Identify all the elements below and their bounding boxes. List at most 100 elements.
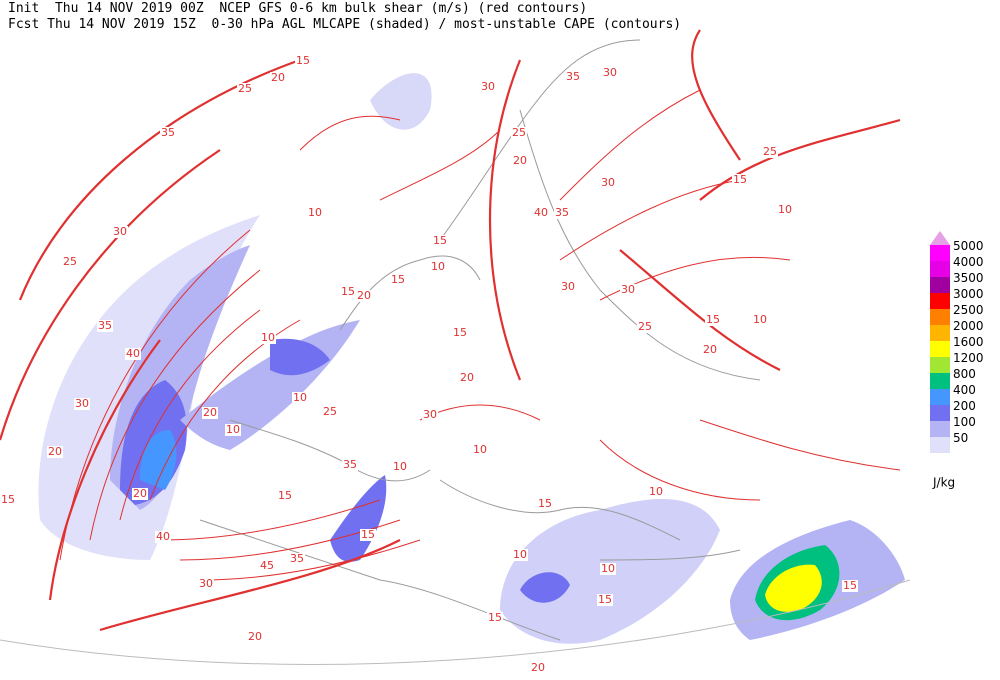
contour-label: 15 — [361, 528, 375, 541]
label-bg — [487, 612, 503, 624]
contour-label: 35 — [161, 126, 175, 139]
shear-contour — [59, 89, 901, 581]
label-bg — [480, 81, 496, 93]
contour-label: 30 — [199, 577, 213, 590]
contour-label: 30 — [423, 408, 437, 421]
contour-label: 35 — [555, 206, 569, 219]
label-bg — [560, 281, 576, 293]
label-bg — [597, 594, 613, 606]
label-bg — [752, 314, 768, 326]
map-area — [0, 29, 911, 665]
contour-label: 20 — [271, 71, 285, 84]
legend-unit: J/kg — [932, 476, 955, 490]
legend-swatch — [930, 373, 950, 389]
label-bg — [705, 314, 721, 326]
legend-label: 4000 — [953, 255, 984, 269]
contour-label: 15 — [733, 173, 747, 186]
contour-label: 20 — [203, 406, 217, 419]
contour-label: 15 — [538, 497, 552, 510]
contour-label: 30 — [481, 80, 495, 93]
legend-swatch — [930, 293, 950, 309]
legend-label: 50 — [953, 431, 968, 445]
label-bg — [637, 321, 653, 333]
legend-swatch — [930, 277, 950, 293]
label-bg — [777, 204, 793, 216]
contour-label: 15 — [296, 54, 310, 67]
contour-label: 15 — [278, 489, 292, 502]
label-bg — [554, 207, 570, 219]
contour-label: 10 — [308, 206, 322, 219]
contour-label: 25 — [512, 126, 526, 139]
contour-label: 10 — [261, 331, 275, 344]
header-line: Init Thu 14 NOV 2019 00Z NCEP GFS 0-6 km… — [8, 1, 587, 16]
legend-swatch — [930, 357, 950, 373]
label-bg — [47, 446, 63, 458]
legend-label: 200 — [953, 399, 976, 413]
label-bg — [155, 531, 171, 543]
label-bg — [602, 67, 618, 79]
legend-label: 400 — [953, 383, 976, 397]
label-bg — [512, 549, 528, 561]
label-bg — [160, 127, 176, 139]
contour-label: 30 — [601, 176, 615, 189]
cape-shade — [140, 430, 177, 490]
contour-label: 35 — [290, 552, 304, 565]
contour-label: 10 — [293, 391, 307, 404]
contour-label: 15 — [341, 285, 355, 298]
legend-label: 800 — [953, 367, 976, 381]
contour-label: 20 — [48, 445, 62, 458]
contour-label: 10 — [473, 443, 487, 456]
contour-label: 15 — [488, 611, 502, 624]
label-bg — [432, 235, 448, 247]
contour-label: 15 — [453, 326, 467, 339]
contour-label: 15 — [843, 579, 857, 592]
contour-label: 35 — [343, 458, 357, 471]
label-bg — [259, 560, 275, 572]
label-bg — [97, 320, 113, 332]
label-bg — [237, 83, 253, 95]
label-bg — [459, 372, 475, 384]
label-bg — [702, 344, 718, 356]
label-bg — [452, 327, 468, 339]
legend-label: 3000 — [953, 287, 984, 301]
contour-label: 30 — [621, 283, 635, 296]
label-bg — [292, 392, 308, 404]
label-bg — [225, 424, 241, 436]
label-bg — [247, 631, 263, 643]
label-bg — [340, 286, 356, 298]
cape-shade — [370, 73, 432, 130]
label-bg — [62, 256, 78, 268]
contour-label: 10 — [513, 548, 527, 561]
label-bg — [74, 398, 90, 410]
label-bg — [322, 406, 338, 418]
contour-label: 15 — [1, 493, 15, 506]
contour-label: 30 — [561, 280, 575, 293]
contour-label: 25 — [63, 255, 77, 268]
cape-shade — [520, 572, 570, 603]
contour-label: 45 — [260, 559, 274, 572]
contour-label: 40 — [126, 347, 140, 360]
contour-label: 25 — [238, 82, 252, 95]
label-bg — [295, 55, 311, 67]
legend-arrow — [930, 231, 950, 245]
map-edge — [0, 579, 911, 665]
label-bg — [342, 459, 358, 471]
legend-swatch — [930, 421, 950, 437]
legend-swatch — [930, 405, 950, 421]
label-bg — [132, 488, 148, 500]
contour-label: 30 — [113, 225, 127, 238]
label-bg — [511, 127, 527, 139]
label-bg — [565, 71, 581, 83]
label-bg — [472, 444, 488, 456]
contour-label: 20 — [531, 661, 545, 674]
label-bg — [260, 332, 276, 344]
contour-label: 10 — [601, 562, 615, 575]
label-bg — [600, 563, 616, 575]
contour-label: 30 — [75, 397, 89, 410]
label-bg — [732, 174, 748, 186]
legend-label: 2500 — [953, 303, 984, 317]
cape-shade — [270, 338, 330, 376]
label-bg — [360, 529, 376, 541]
contour-label: 20 — [357, 289, 371, 302]
